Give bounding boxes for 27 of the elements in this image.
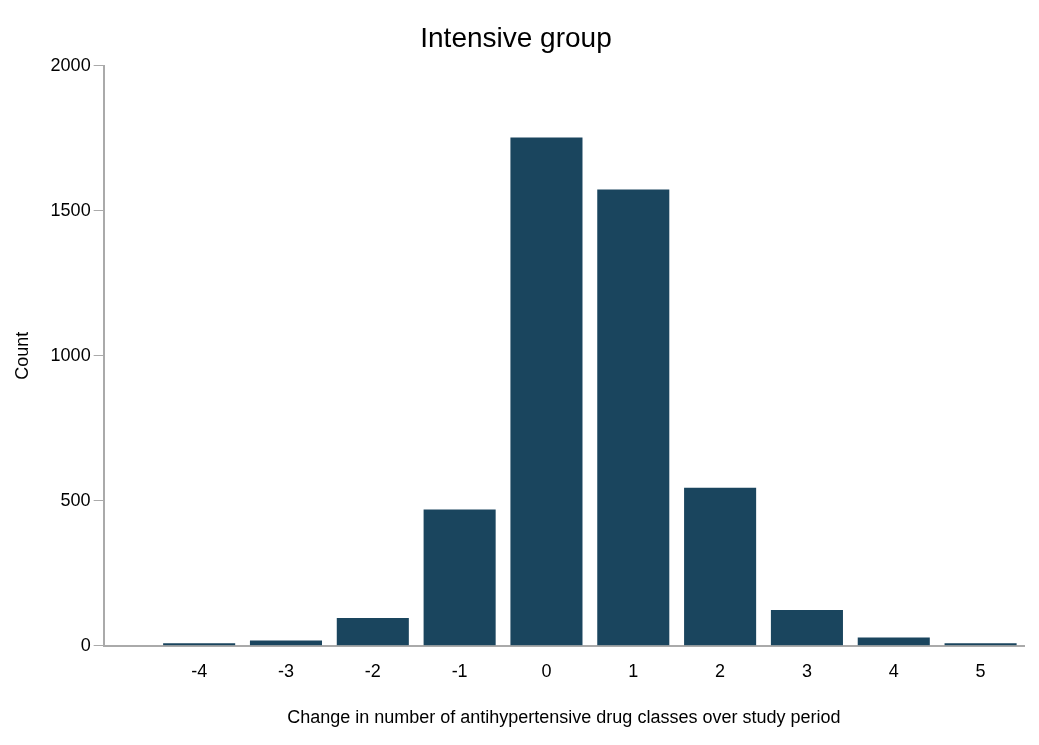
x-axis-title: Change in number of antihypertensive drug classes over study period [287,707,841,728]
x-tick-label: -3 [277,660,294,681]
bar [597,189,670,646]
y-tick-label: 500 [60,489,91,510]
x-tick-label: -2 [364,660,381,681]
y-tick-label: 1500 [50,199,91,220]
x-tick-label: -4 [191,660,208,681]
bar [510,137,583,646]
chart-title: Intensive group [420,21,612,53]
x-tick-label: 4 [888,660,899,681]
bar [423,509,496,646]
x-tick-label: 5 [975,660,986,681]
x-tick-label: 1 [628,660,639,681]
bar [770,610,843,646]
y-tick-label: 1000 [50,344,91,365]
bar [684,487,757,646]
bar [944,643,1017,646]
bar [163,643,236,646]
x-tick-label: 3 [801,660,812,681]
y-tick-label: 0 [80,634,91,655]
bar [336,617,409,646]
y-tick-label: 2000 [50,54,91,75]
x-tick-label: -1 [451,660,468,681]
bar [857,637,930,646]
x-tick-label: 0 [541,660,552,681]
x-tick-label: 2 [715,660,726,681]
y-axis-title: Count [11,331,32,380]
